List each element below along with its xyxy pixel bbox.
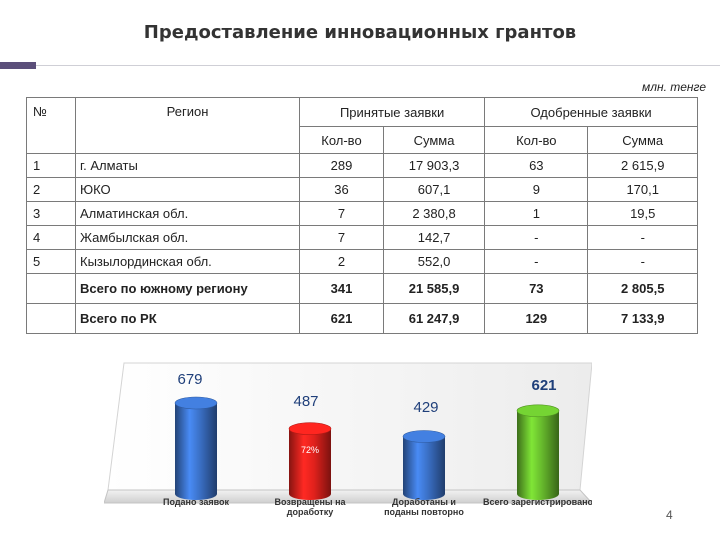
- grants-table: № Регион Принятые заявки Одобренные заяв…: [26, 97, 698, 334]
- total-approved-count: 73: [484, 273, 589, 304]
- row-accepted-count: 7: [299, 201, 384, 226]
- bar-value-label-1: 487: [293, 393, 318, 410]
- row-accepted-count: 2: [299, 249, 384, 274]
- table-header-row: № Регион Принятые заявки Одобренные заяв…: [26, 97, 698, 154]
- total-label: Всего по южному региону: [75, 273, 300, 304]
- header-approved-count: Кол-во: [484, 126, 589, 154]
- total-accepted-count: 621: [299, 303, 384, 334]
- row-accepted-count: 7: [299, 225, 384, 250]
- category-label-3: Всего зарегистрировано: [483, 497, 592, 507]
- table-row: 3 Алматинская обл. 7 2 380,8 1 19,5: [26, 201, 698, 226]
- total-approved-sum: 7 133,9: [587, 303, 698, 334]
- row-no: 2: [26, 177, 76, 202]
- category-label-2: Доработаны и поданы повторно: [384, 497, 464, 517]
- row-no: 3: [26, 201, 76, 226]
- bar-value-label-3: 621: [531, 377, 556, 394]
- table-row: 5 Кызылординская обл. 2 552,0- -: [26, 249, 698, 274]
- bar-0: [175, 403, 217, 500]
- total-approved-count: 129: [484, 303, 589, 334]
- page-number: 4: [666, 508, 673, 522]
- header-accepted-sum: Сумма: [382, 126, 486, 154]
- row-region: ЮКО: [75, 177, 300, 202]
- row-accepted-sum: 142,7: [382, 225, 486, 250]
- bar-annotation: 72%: [301, 445, 319, 455]
- row-region: Жамбылская обл.: [75, 225, 300, 250]
- bar-top-3: [516, 404, 560, 418]
- row-no: 5: [26, 249, 76, 274]
- row-approved-count: 9: [484, 177, 589, 202]
- row-accepted-count: 36: [299, 177, 384, 202]
- total-row: Всего по южному региону 341 21 585,9 73 2 80…: [26, 273, 698, 304]
- bar-value-label-2: 429: [413, 399, 438, 416]
- total-row: Всего по РК 621 61 247,9 129 7 133,9: [26, 303, 698, 334]
- row-approved-count: -: [484, 225, 589, 250]
- table-row: 1 г. Алматы 289 17 903,3 63 2 615,9: [26, 153, 698, 178]
- unit-label: млн. тенге: [642, 80, 706, 94]
- row-approved-sum: 19,5: [587, 201, 698, 226]
- total-label: Всего по РК: [75, 303, 300, 334]
- total-accepted-count: 341: [299, 273, 384, 304]
- category-label-1: Возвращены на доработку: [274, 497, 346, 517]
- table-row: 4 Жамбылская обл. 7 142,7- -: [26, 225, 698, 250]
- row-accepted-sum: 552,0: [382, 249, 486, 274]
- row-accepted-sum: 2 380,8: [382, 201, 486, 226]
- page-title: Предоставление инновационных грантов: [143, 22, 577, 43]
- row-approved-sum: 170,1: [587, 177, 698, 202]
- applications-chart: 679 Подано заявок 487 Возвращены на доработк…: [104, 362, 592, 517]
- row-accepted-sum: 607,1: [382, 177, 486, 202]
- header-accepted-count: Кол-во: [299, 126, 384, 154]
- total-no-empty: [26, 273, 76, 304]
- row-approved-count: 63: [484, 153, 589, 178]
- table-subheader-row: Кол-во Сумма Кол-во Сумма: [27, 126, 698, 154]
- row-no: 1: [26, 153, 76, 178]
- row-region: Алматинская обл.: [75, 201, 300, 226]
- row-accepted-count: 289: [299, 153, 384, 178]
- bar-top-0: [174, 396, 218, 410]
- total-no-empty: [26, 303, 76, 334]
- row-approved-sum: -: [587, 225, 698, 250]
- total-accepted-sum: 61 247,9: [382, 303, 486, 334]
- row-region: Кызылординская обл.: [75, 249, 300, 274]
- category-label-0: Подано заявок: [163, 497, 230, 507]
- row-accepted-sum: 17 903,3: [382, 153, 486, 178]
- header-approved: Одобренные заявки: [484, 97, 698, 127]
- row-approved-sum: 2 615,9: [587, 153, 698, 178]
- header-approved-sum: Сумма: [587, 126, 698, 154]
- table-row: 2 ЮКО 36 607,1 9 170,1: [26, 177, 698, 202]
- title-rule: [36, 65, 720, 66]
- bar-value-label-0: 679: [177, 371, 202, 388]
- bar-1: [289, 428, 331, 500]
- accent-bar: [0, 62, 36, 69]
- header-accepted: Принятые заявки: [298, 97, 486, 127]
- row-approved-count: 1: [484, 201, 589, 226]
- row-approved-sum: -: [587, 249, 698, 274]
- total-accepted-sum: 21 585,9: [382, 273, 486, 304]
- row-region: г. Алматы: [75, 153, 300, 178]
- total-approved-sum: 2 805,5: [587, 273, 698, 304]
- bar-3: [517, 410, 559, 500]
- row-no: 4: [26, 225, 76, 250]
- row-approved-count: -: [484, 249, 589, 274]
- header-region: Регион: [75, 97, 300, 154]
- bar-top-1: [288, 422, 332, 436]
- header-no: №: [26, 97, 76, 154]
- bar-2: [403, 436, 445, 500]
- bar-top-2: [402, 430, 446, 443]
